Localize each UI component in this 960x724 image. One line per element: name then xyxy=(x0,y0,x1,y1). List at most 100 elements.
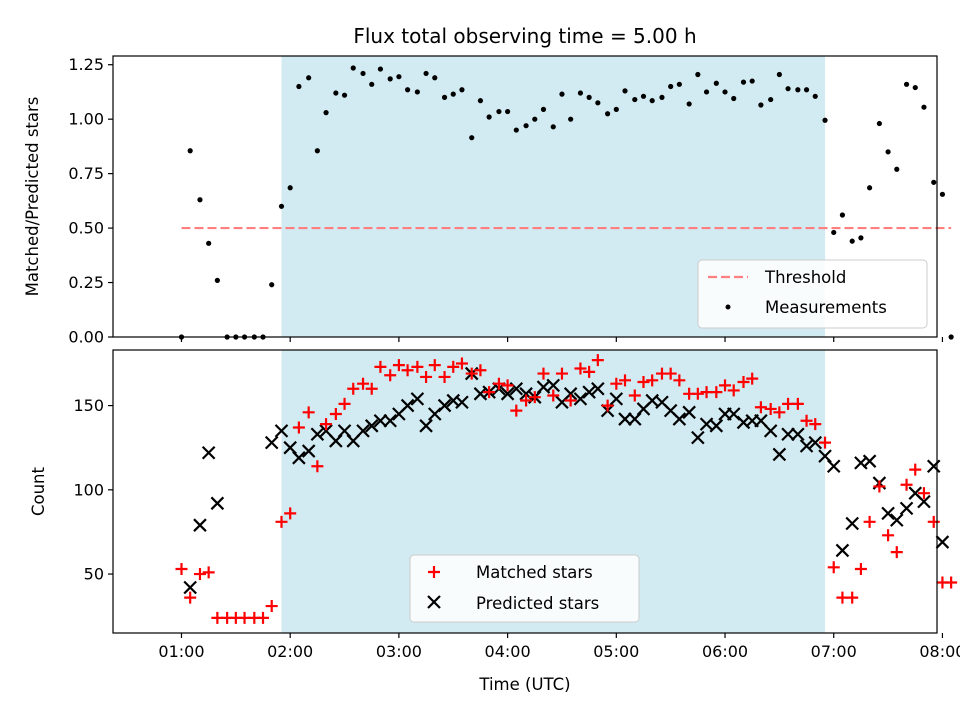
y-tick-label: 0.25 xyxy=(68,273,104,292)
matched-star-point xyxy=(882,529,895,542)
predicted-star-point xyxy=(356,424,370,438)
y-tick-label: 100 xyxy=(73,480,104,499)
predicted-star-point xyxy=(419,419,433,433)
measurement-point xyxy=(450,91,456,97)
measurement-point xyxy=(912,84,918,91)
measurement-point xyxy=(876,120,882,127)
y-tick-label: 150 xyxy=(73,396,104,415)
predicted-star-point xyxy=(763,424,778,438)
measurement-point xyxy=(314,148,320,154)
measurement-point xyxy=(758,102,764,108)
measurement-point xyxy=(360,70,366,77)
predicted-star-point xyxy=(682,405,696,420)
measurement-point xyxy=(550,124,556,130)
measurement-point xyxy=(776,71,782,78)
measurement-point xyxy=(849,238,855,244)
matched-star-point xyxy=(338,397,351,410)
predicted-star-point xyxy=(410,392,425,406)
matched-star-point xyxy=(863,515,876,528)
y-tick-label: 0.75 xyxy=(68,164,104,183)
count-plot-frame xyxy=(112,349,938,634)
measurement-point xyxy=(931,179,937,185)
matched-star-point xyxy=(311,460,324,473)
measurement-point xyxy=(948,334,954,340)
measurement-point xyxy=(486,114,492,120)
predicted-star-point xyxy=(591,381,605,396)
measurement-point xyxy=(505,108,511,115)
matched-star-point xyxy=(257,611,270,624)
legend-measurements-label: Measurements xyxy=(765,298,887,317)
predicted-star-point xyxy=(373,413,388,428)
measurement-point xyxy=(369,81,375,87)
x-tick-label: 05:00 xyxy=(593,642,639,661)
measurement-point xyxy=(939,191,946,197)
matched-star-point xyxy=(791,397,804,410)
matched-star-point xyxy=(809,418,822,431)
measurement-points xyxy=(178,65,954,340)
measurement-point xyxy=(858,235,864,241)
measurement-point xyxy=(206,240,212,246)
matched-star-point xyxy=(583,365,596,378)
matched-star-point xyxy=(384,369,397,382)
matched-star-point xyxy=(275,515,288,528)
measurement-point xyxy=(432,75,438,81)
legend-predicted-label: Predicted stars xyxy=(476,594,599,613)
measurement-point xyxy=(577,90,584,96)
predicted-star-point xyxy=(799,439,814,453)
predicted-star-point xyxy=(899,501,914,516)
legend-measurements-swatch xyxy=(725,304,731,310)
x-tick-label: 07:00 xyxy=(811,642,857,661)
predicted-star-point xyxy=(193,518,207,532)
predicted-star-point xyxy=(201,445,216,460)
measurement-point xyxy=(197,197,203,203)
matched-star-point xyxy=(428,359,441,372)
predicted-star-point xyxy=(835,543,850,558)
matched-star-point xyxy=(202,566,215,579)
measurement-point xyxy=(613,106,619,112)
measurement-point xyxy=(885,149,891,155)
matched-star-point xyxy=(854,562,867,575)
y-tick-label: 0.00 xyxy=(68,328,104,347)
count-legend: Matched stars Predicted stars xyxy=(409,554,640,623)
measurement-point xyxy=(731,95,737,102)
measurement-point xyxy=(586,94,592,100)
matched-star-point xyxy=(510,404,523,417)
count-y-axis-label: Count xyxy=(29,466,48,516)
measurement-point xyxy=(404,87,411,93)
matched-star-point xyxy=(764,402,777,415)
matched-star-point xyxy=(909,463,922,476)
measurement-point xyxy=(695,71,701,78)
measurement-point xyxy=(640,93,647,99)
measurement-point xyxy=(350,65,356,71)
matched-star-point xyxy=(365,382,378,395)
matched-star-point xyxy=(392,359,405,372)
measurement-point xyxy=(831,229,837,236)
measurement-point xyxy=(396,74,402,80)
matched-star-point xyxy=(800,414,813,427)
measurement-point xyxy=(496,108,502,115)
ratio-y-axis-ticks: 0.00 0.25 0.50 0.75 1.00 1.25 xyxy=(68,55,113,347)
matched-star-point xyxy=(483,386,496,399)
matched-star-point xyxy=(846,591,859,604)
measurement-point xyxy=(785,86,791,92)
predicted-star-point xyxy=(310,427,325,442)
measurement-point xyxy=(269,282,275,288)
predicted-star-point xyxy=(292,451,306,465)
predicted-star-point xyxy=(183,580,197,595)
predicted-star-point xyxy=(455,395,469,409)
matched-star-point xyxy=(819,436,832,449)
matched-star-point xyxy=(619,374,632,387)
measurement-point xyxy=(740,79,747,85)
matched-star-point xyxy=(184,591,197,604)
matched-star-point xyxy=(945,576,958,589)
matched-star-point xyxy=(737,376,750,389)
predicted-star-point xyxy=(791,427,805,442)
matched-star-point xyxy=(900,478,913,491)
measurement-point xyxy=(441,94,448,100)
matched-star-point xyxy=(646,374,659,387)
measurement-point xyxy=(387,76,393,82)
predicted-star-point xyxy=(709,419,724,433)
measurement-point xyxy=(795,87,801,93)
